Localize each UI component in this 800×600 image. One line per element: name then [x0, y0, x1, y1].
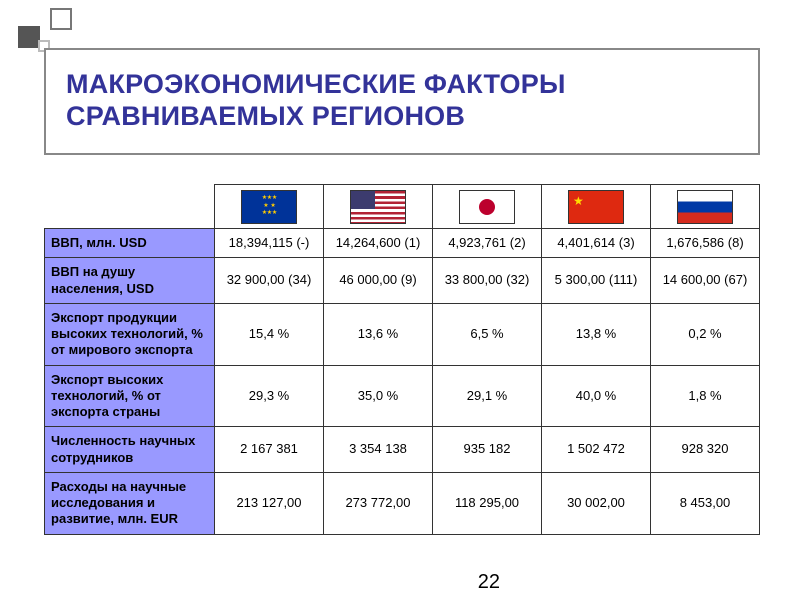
title-line-2: СРАВНИВАЕМЫХ РЕГИОНОВ [66, 101, 465, 131]
data-cell: 213 127,00 [215, 472, 324, 534]
flag-cell-ru [651, 185, 760, 229]
data-cell: 46 000,00 (9) [324, 258, 433, 304]
comparison-table-wrap: ★ ★ ★★ ★★ ★ ★ ВВП, млн. USD18,394,115 (-… [44, 184, 760, 535]
jp-flag-icon [459, 190, 515, 224]
page-number: 22 [478, 571, 500, 594]
flag-row: ★ ★ ★★ ★★ ★ ★ [45, 185, 760, 229]
data-cell: 3 354 138 [324, 427, 433, 473]
data-cell: 14,264,600 (1) [324, 229, 433, 258]
table-row: ВВП на душу населения, USD32 900,00 (34)… [45, 258, 760, 304]
data-cell: 273 772,00 [324, 472, 433, 534]
data-cell: 29,1 % [433, 365, 542, 427]
flag-cell-jp [433, 185, 542, 229]
flag-cell-cn [542, 185, 651, 229]
data-cell: 4,923,761 (2) [433, 229, 542, 258]
data-cell: 30 002,00 [542, 472, 651, 534]
corner-decoration [18, 8, 78, 52]
data-cell: 2 167 381 [215, 427, 324, 473]
title-box: МАКРОЭКОНОМИЧЕСКИЕ ФАКТОРЫ СРАВНИВАЕМЫХ … [44, 48, 760, 155]
data-cell: 29,3 % [215, 365, 324, 427]
flag-cell-eu: ★ ★ ★★ ★★ ★ ★ [215, 185, 324, 229]
data-cell: 935 182 [433, 427, 542, 473]
data-cell: 1,8 % [651, 365, 760, 427]
data-cell: 928 320 [651, 427, 760, 473]
flag-cell-us [324, 185, 433, 229]
data-cell: 6,5 % [433, 303, 542, 365]
cn-flag-icon [568, 190, 624, 224]
data-cell: 15,4 % [215, 303, 324, 365]
ru-flag-icon [677, 190, 733, 224]
data-cell: 118 295,00 [433, 472, 542, 534]
row-label: Экспорт высоких технологий, % от экспорт… [45, 365, 215, 427]
row-label: ВВП, млн. USD [45, 229, 215, 258]
table-row: ВВП, млн. USD18,394,115 (-)14,264,600 (1… [45, 229, 760, 258]
data-cell: 1,676,586 (8) [651, 229, 760, 258]
data-cell: 32 900,00 (34) [215, 258, 324, 304]
data-cell: 13,8 % [542, 303, 651, 365]
flag-row-empty [45, 185, 215, 229]
table-row: Экспорт продукции высоких технологий, % … [45, 303, 760, 365]
row-label: Экспорт продукции высоких технологий, % … [45, 303, 215, 365]
row-label: Расходы на научные исследования и развит… [45, 472, 215, 534]
data-cell: 13,6 % [324, 303, 433, 365]
data-cell: 4,401,614 (3) [542, 229, 651, 258]
data-cell: 14 600,00 (67) [651, 258, 760, 304]
comparison-table: ★ ★ ★★ ★★ ★ ★ ВВП, млн. USD18,394,115 (-… [44, 184, 760, 535]
data-cell: 35,0 % [324, 365, 433, 427]
slide-title: МАКРОЭКОНОМИЧЕСКИЕ ФАКТОРЫ СРАВНИВАЕМЫХ … [66, 68, 738, 133]
data-cell: 5 300,00 (111) [542, 258, 651, 304]
table-row: Расходы на научные исследования и развит… [45, 472, 760, 534]
data-cell: 33 800,00 (32) [433, 258, 542, 304]
data-cell: 40,0 % [542, 365, 651, 427]
eu-flag-icon: ★ ★ ★★ ★★ ★ ★ [241, 190, 297, 224]
title-line-1: МАКРОЭКОНОМИЧЕСКИЕ ФАКТОРЫ [66, 69, 566, 99]
table-row: Численность научных сотрудников2 167 381… [45, 427, 760, 473]
data-cell: 18,394,115 (-) [215, 229, 324, 258]
data-cell: 8 453,00 [651, 472, 760, 534]
row-label: Численность научных сотрудников [45, 427, 215, 473]
data-cell: 0,2 % [651, 303, 760, 365]
table-row: Экспорт высоких технологий, % от экспорт… [45, 365, 760, 427]
data-cell: 1 502 472 [542, 427, 651, 473]
us-flag-icon [350, 190, 406, 224]
row-label: ВВП на душу населения, USD [45, 258, 215, 304]
